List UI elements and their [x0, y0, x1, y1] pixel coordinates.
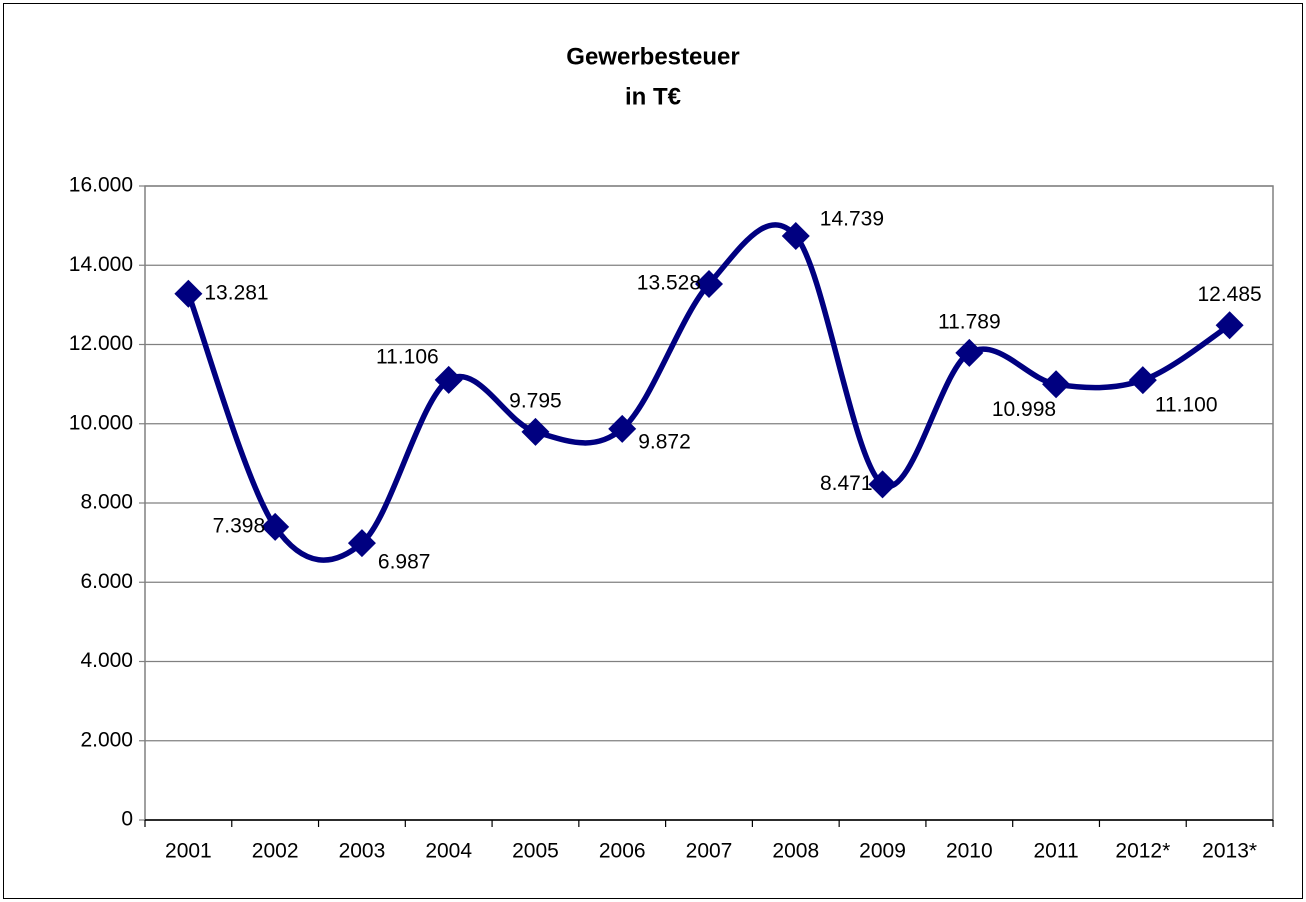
marker: [608, 414, 637, 443]
marker: [781, 221, 810, 250]
data-label: 6.987: [378, 551, 431, 574]
marker: [1042, 370, 1071, 399]
data-label: 11.100: [1155, 394, 1218, 417]
y-tick-label: 6.000: [80, 570, 133, 593]
x-tick-label: 2008: [772, 840, 819, 863]
data-label: 12.485: [1197, 283, 1261, 306]
y-tick-label: 12.000: [69, 332, 133, 355]
chart-title: Gewerbesteuer: [566, 43, 739, 70]
y-tick-label: 4.000: [80, 649, 133, 672]
chart-frame: [3, 3, 1303, 899]
data-label: 10.998: [992, 398, 1056, 421]
y-tick-label: 16.000: [69, 174, 133, 197]
marker: [521, 417, 550, 446]
y-tick-label: 14.000: [69, 253, 133, 276]
x-tick-label: 2003: [339, 840, 386, 863]
data-label: 9.872: [638, 430, 691, 453]
data-label: 11.106: [376, 345, 439, 368]
x-tick-label: 2005: [512, 840, 559, 863]
marker: [955, 338, 984, 367]
x-tick-label: 2001: [165, 840, 212, 863]
data-label: 13.528: [637, 271, 701, 294]
y-tick-label: 8.000: [80, 491, 133, 514]
x-tick-label: 2011: [1033, 840, 1078, 863]
y-tick-label: 2.000: [80, 728, 133, 751]
y-tick-label: 10.000: [69, 411, 133, 434]
data-label: 8.471: [820, 472, 873, 495]
marker: [695, 269, 723, 298]
data-label: 14.739: [820, 208, 884, 231]
data-label: 11.789: [938, 310, 1001, 333]
x-tick-label: 2013*: [1202, 840, 1257, 863]
chart-subtitle: in T€: [625, 83, 681, 110]
marker: [174, 279, 203, 308]
data-label: 13.281: [204, 281, 268, 304]
marker: [1215, 311, 1244, 340]
y-tick-label: 0: [121, 808, 133, 831]
marker: [868, 470, 897, 499]
marker: [1128, 366, 1157, 395]
marker: [347, 529, 376, 558]
x-tick-label: 2010: [946, 840, 993, 863]
data-label: 7.398: [213, 514, 266, 537]
x-tick-label: 2012*: [1115, 840, 1170, 863]
data-label: 9.795: [509, 389, 562, 412]
marker: [261, 512, 290, 541]
marker: [434, 365, 463, 394]
x-tick-label: 2007: [686, 840, 733, 863]
x-tick-label: 2002: [252, 840, 299, 863]
x-tick-label: 2009: [859, 840, 906, 863]
x-tick-label: 2004: [425, 840, 472, 863]
x-tick-label: 2006: [599, 840, 646, 863]
